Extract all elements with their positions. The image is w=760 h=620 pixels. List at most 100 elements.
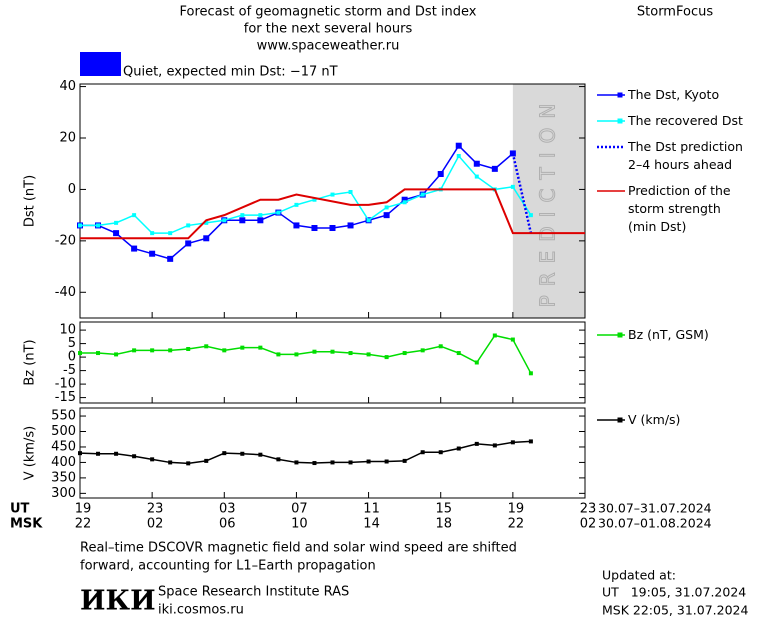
title-line: for the next several hours	[244, 22, 413, 37]
series-point	[276, 352, 281, 357]
series-point	[168, 460, 173, 465]
note-line: Real–time DSCOVR magnetic field and sola…	[80, 541, 517, 556]
x-tick-label: 19	[508, 502, 525, 517]
series-point	[473, 160, 480, 167]
series-point	[150, 231, 155, 236]
y-tick-label: -15	[55, 390, 76, 405]
series-point	[293, 222, 300, 229]
series-point	[492, 333, 497, 338]
y-tick-label: 20	[59, 131, 76, 146]
series-point	[348, 460, 353, 465]
legend-marker	[617, 118, 623, 124]
series-point	[240, 345, 245, 350]
series-point	[168, 348, 173, 353]
series-point	[204, 220, 209, 225]
series-point	[437, 171, 444, 177]
series-line	[80, 144, 514, 260]
series-point	[185, 240, 192, 247]
updated: UT 19:05, 31.07.2024	[602, 585, 746, 600]
y-tick-label: 0	[68, 182, 76, 197]
x-period: 30.07–31.07.2024	[598, 501, 712, 516]
legend-marker	[617, 332, 623, 338]
series-point	[132, 348, 137, 353]
updated: MSK 22:05, 31.07.2024	[602, 603, 748, 618]
x-axis-name: MSK	[10, 517, 43, 532]
series-point	[528, 439, 533, 444]
status-box	[80, 52, 121, 76]
updated: Updated at:	[602, 568, 676, 583]
url: iki.cosmos.ru	[158, 603, 244, 618]
series-point	[168, 231, 173, 236]
series-point	[276, 210, 281, 215]
legend-entry: The Dst prediction 2–4 hours ahead	[627, 139, 743, 172]
series-point	[258, 345, 263, 350]
series-point	[294, 352, 299, 357]
series-point	[186, 461, 191, 466]
series-point	[131, 245, 138, 252]
y-tick-label: 550	[51, 409, 76, 424]
series-point	[383, 212, 390, 219]
y-tick-label: 10	[59, 323, 76, 338]
y-tick-label: -10	[55, 377, 76, 392]
series-point	[438, 344, 443, 349]
series-point	[186, 347, 191, 351]
series-point	[204, 458, 209, 463]
legend-entry: The recovered Dst	[627, 113, 743, 128]
series-line	[80, 334, 532, 374]
y-tick-label: 0	[68, 350, 76, 365]
x-tick-label: 19	[75, 502, 92, 517]
y-tick-label: 40	[59, 79, 76, 94]
brand: StormFocus	[637, 5, 713, 20]
legend-entry: The Dst, Kyoto	[627, 87, 719, 102]
plot-frame	[79, 83, 586, 319]
series-point	[510, 440, 515, 445]
y-tick-label: 450	[51, 439, 76, 454]
series-point	[366, 459, 371, 464]
series-point	[294, 202, 299, 207]
series-point	[384, 205, 389, 210]
x-tick-label: 23	[147, 502, 164, 517]
series-point	[222, 348, 227, 353]
series-point	[438, 450, 443, 455]
x-tick-label: 02	[147, 517, 164, 532]
status-text: Quiet, expected min Dst: −17 nT	[123, 65, 338, 80]
series-point	[401, 196, 408, 203]
series-point	[366, 218, 371, 223]
series-point	[114, 352, 119, 357]
series-point	[330, 192, 335, 197]
series-point	[456, 446, 461, 451]
series-point	[455, 142, 462, 149]
y-tick-label: -20	[55, 233, 76, 248]
y-tick-label: 350	[51, 470, 76, 485]
series-point	[132, 454, 137, 459]
x-tick-label: 18	[435, 517, 452, 532]
x-tick-label: 02	[580, 517, 597, 532]
legend-entry: V (km/s)	[628, 412, 680, 427]
series-point	[257, 217, 264, 224]
series-point	[239, 217, 246, 224]
legend-marker	[617, 417, 623, 423]
series-point	[132, 213, 137, 218]
series-point	[366, 352, 371, 357]
series-point	[528, 213, 533, 218]
series-point	[347, 222, 354, 229]
series-point	[114, 451, 119, 456]
series-point	[330, 349, 335, 354]
series-point	[149, 250, 156, 257]
series-point	[402, 458, 407, 463]
series-point	[96, 451, 101, 456]
series-point	[312, 349, 317, 354]
legend-entry: Bz (nT, GSM)	[628, 327, 709, 342]
series-line	[80, 154, 532, 234]
series-point	[114, 220, 119, 225]
series-point	[78, 451, 82, 456]
series-point	[150, 457, 155, 462]
y-tick-label: 500	[51, 424, 76, 439]
series-point	[203, 235, 210, 242]
series-point	[329, 225, 336, 231]
series-point	[78, 223, 82, 228]
series-point	[510, 184, 515, 189]
series-line	[80, 188, 585, 240]
series-point	[311, 225, 318, 231]
